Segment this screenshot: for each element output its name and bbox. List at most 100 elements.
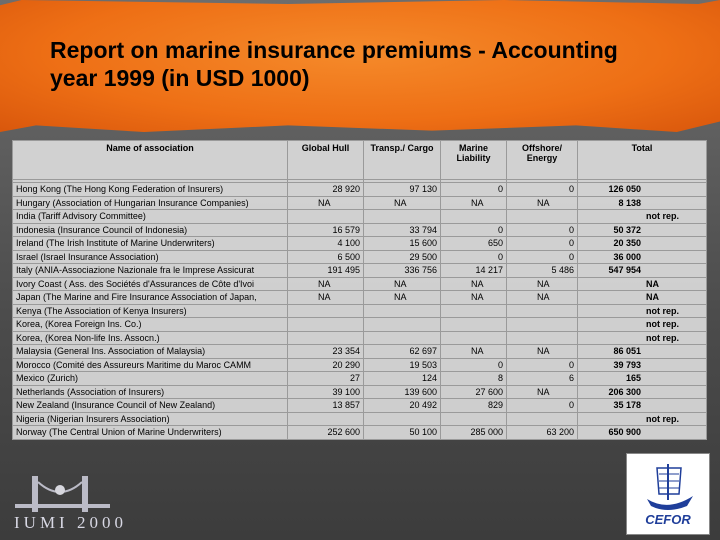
- premium-cell: 126 050: [577, 182, 707, 197]
- premium-cell: [506, 330, 578, 345]
- premium-cell: not rep.: [577, 317, 707, 332]
- premium-cell: not rep.: [577, 330, 707, 345]
- premium-cell: 14 217: [440, 263, 507, 278]
- premium-cell: 0: [506, 357, 578, 372]
- association-name: Indonesia (Insurance Council of Indonesi…: [12, 222, 288, 237]
- association-name: Ireland (The Irish Institute of Marine U…: [12, 236, 288, 251]
- premium-cell: 13 857: [287, 398, 364, 413]
- premium-cell: [506, 303, 578, 318]
- table-row: Italy (ANIA-Associazione Nazionale fra l…: [12, 263, 707, 278]
- premium-cell: [363, 303, 441, 318]
- iumi-logo: IUMI 2000: [14, 476, 127, 532]
- association-name: Morocco (Comité des Assureurs Maritime d…: [12, 357, 288, 372]
- separator: [12, 179, 707, 183]
- premium-cell: NA: [287, 195, 364, 210]
- table-row: Ivory Coast ( Ass. des Sociétés d'Assura…: [12, 276, 707, 291]
- premium-cell: 20 492: [363, 398, 441, 413]
- column-header: Offshore/ Energy: [506, 140, 578, 180]
- association-name: Hong Kong (The Hong Kong Federation of I…: [12, 182, 288, 197]
- premium-cell: not rep.: [577, 303, 707, 318]
- association-name: Hungary (Association of Hungarian Insura…: [12, 195, 288, 210]
- premium-cell: 35 178: [577, 398, 707, 413]
- premium-cell: [440, 209, 507, 224]
- premium-cell: 19 503: [363, 357, 441, 372]
- table-row: Malaysia (General Ins. Association of Ma…: [12, 344, 707, 359]
- premium-cell: 547 954: [577, 263, 707, 278]
- premium-cell: 4 100: [287, 236, 364, 251]
- association-name: Ivory Coast ( Ass. des Sociétés d'Assura…: [12, 276, 288, 291]
- association-name: Nigeria (Nigerian Insurers Association): [12, 411, 288, 426]
- banner: [0, 0, 720, 132]
- table-row: Kenya (The Association of Kenya Insurers…: [12, 303, 707, 318]
- premium-cell: 97 130: [363, 182, 441, 197]
- premium-cell: NA: [506, 195, 578, 210]
- column-header: Global Hull: [287, 140, 364, 180]
- premium-cell: NA: [287, 290, 364, 305]
- premium-cell: 0: [506, 398, 578, 413]
- premium-cell: [506, 411, 578, 426]
- premium-cell: 8 138: [577, 195, 707, 210]
- column-header: Name of association: [12, 140, 288, 180]
- premium-cell: 20 290: [287, 357, 364, 372]
- association-name: Kenya (The Association of Kenya Insurers…: [12, 303, 288, 318]
- premium-cell: NA: [363, 290, 441, 305]
- premium-cell: NA: [506, 384, 578, 399]
- premium-cell: [287, 209, 364, 224]
- premium-cell: [363, 317, 441, 332]
- premium-cell: [440, 317, 507, 332]
- premium-cell: 50 100: [363, 425, 441, 440]
- premium-cell: 165: [577, 371, 707, 386]
- table-row: Netherlands (Association of Insurers) 39 …: [12, 384, 707, 399]
- premium-cell: NA: [440, 344, 507, 359]
- premium-cell: 62 697: [363, 344, 441, 359]
- premium-cell: [287, 411, 364, 426]
- premium-cell: [287, 317, 364, 332]
- premium-cell: 0: [440, 182, 507, 197]
- title: Report on marine insurance premiums - Ac…: [50, 37, 618, 91]
- premium-cell: 5 486: [506, 263, 578, 278]
- premium-cell: [506, 317, 578, 332]
- logo-text: IUMI 2000: [14, 513, 127, 532]
- association-name: Korea, (Korea Non-life Ins. Assocn.): [12, 330, 288, 345]
- premium-cell: 0: [440, 222, 507, 237]
- premium-cell: [287, 303, 364, 318]
- premium-cell: 16 579: [287, 222, 364, 237]
- premium-cell: 20 350: [577, 236, 707, 251]
- column-header: Marine Liability: [440, 140, 507, 180]
- premium-cell: 650 900: [577, 425, 707, 440]
- association-name: Netherlands (Association of Insurers): [12, 384, 288, 399]
- association-name: Israel (Israel Insurance Association): [12, 249, 288, 264]
- premium-cell: [287, 330, 364, 345]
- premium-cell: [506, 209, 578, 224]
- table-row: Korea, (Korea Foreign Ins. Co.) not rep.: [12, 317, 707, 332]
- table-row: Mexico (Zurich) 27 124 8 6 165: [12, 371, 707, 386]
- table-row: Hungary (Association of Hungarian Insura…: [12, 195, 707, 210]
- table-row: India (Tariff Advisory Committee) not rep…: [12, 209, 707, 224]
- premium-cell: 0: [506, 236, 578, 251]
- logo-text: CEFOR: [645, 512, 691, 527]
- premium-cell: 0: [440, 249, 507, 264]
- premium-cell: 23 354: [287, 344, 364, 359]
- association-name: Norway (The Central Union of Marine Unde…: [12, 425, 288, 440]
- premium-cell: 36 000: [577, 249, 707, 264]
- premium-cell: [440, 330, 507, 345]
- premium-cell: 8: [440, 371, 507, 386]
- premium-cell: 50 372: [577, 222, 707, 237]
- premium-cell: not rep.: [577, 411, 707, 426]
- association-name: Mexico (Zurich): [12, 371, 288, 386]
- premium-cell: 124: [363, 371, 441, 386]
- premium-cell: 39 100: [287, 384, 364, 399]
- premium-cell: NA: [506, 276, 578, 291]
- premium-cell: NA: [440, 195, 507, 210]
- premium-cell: NA: [506, 290, 578, 305]
- table-row: Indonesia (Insurance Council of Indonesi…: [12, 222, 707, 237]
- table-row: Korea, (Korea Non-life Ins. Assocn.) not …: [12, 330, 707, 345]
- premium-cell: [363, 330, 441, 345]
- premium-cell: not rep.: [577, 209, 707, 224]
- premium-cell: 0: [506, 222, 578, 237]
- premium-cell: NA: [577, 290, 707, 305]
- header-row: Name of association Global Hull Transp./ C…: [12, 140, 707, 180]
- table-row: Norway (The Central Union of Marine Unde…: [12, 425, 707, 440]
- premium-cell: NA: [506, 344, 578, 359]
